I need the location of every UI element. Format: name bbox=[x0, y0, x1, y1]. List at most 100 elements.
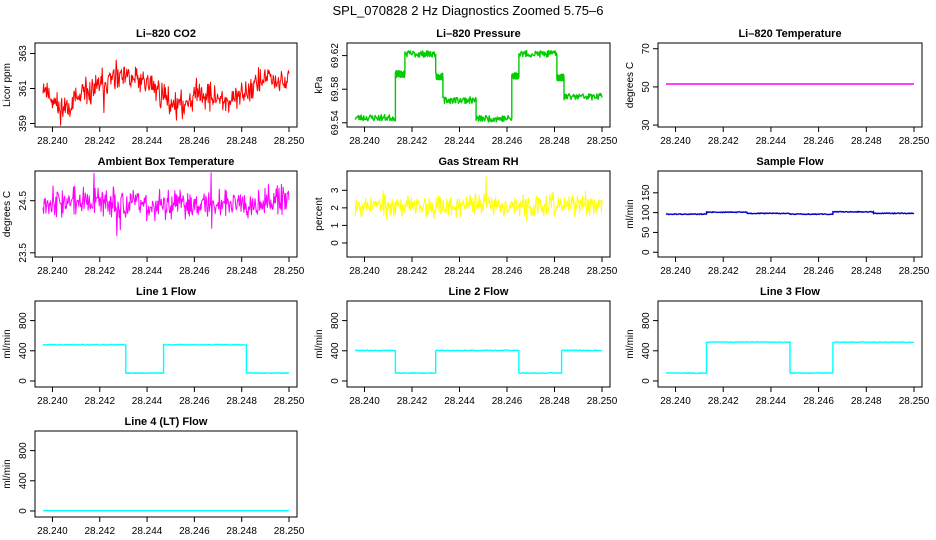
y-tick-label: 1 bbox=[330, 222, 341, 228]
x-tick-label: 28.250 bbox=[899, 266, 930, 277]
y-tick-label: 400 bbox=[18, 472, 29, 489]
x-tick-label: 28.240 bbox=[349, 396, 380, 407]
x-tick-label: 28.244 bbox=[132, 396, 163, 407]
series-line bbox=[42, 343, 290, 375]
x-tick-label: 28.240 bbox=[349, 136, 380, 147]
panel-4: Ambient Box Temperature degrees C 28.240 28… bbox=[2, 156, 305, 277]
panel-title: Li–820 Temperature bbox=[738, 28, 841, 40]
y-tick-label: 100 bbox=[641, 204, 652, 221]
panel-6: Sample Flow ml/min 28.240 28.242 28.244 28.24… bbox=[625, 156, 930, 277]
x-tick-label: 28.250 bbox=[274, 266, 305, 277]
x-tick-label: 28.244 bbox=[132, 266, 163, 277]
y-axis-label: ml/min bbox=[2, 459, 13, 488]
x-tick-label: 28.240 bbox=[37, 526, 68, 537]
x-tick-label: 28.240 bbox=[349, 266, 380, 277]
x-tick-label: 28.246 bbox=[492, 136, 523, 147]
y-tick-label: 800 bbox=[641, 312, 652, 329]
series-line bbox=[354, 176, 603, 222]
plot-frame bbox=[34, 430, 298, 518]
y-tick-label: 3 bbox=[330, 187, 341, 193]
series-line bbox=[42, 172, 290, 237]
panel-title: Line 1 Flow bbox=[136, 286, 196, 298]
x-tick-label: 28.242 bbox=[397, 266, 428, 277]
x-tick-label: 28.244 bbox=[444, 396, 475, 407]
series-line bbox=[665, 341, 914, 375]
series-line bbox=[354, 349, 603, 375]
y-tick-label: 400 bbox=[330, 342, 341, 359]
x-tick-label: 28.244 bbox=[756, 266, 787, 277]
y-tick-label: 69.58 bbox=[330, 76, 341, 101]
x-tick-label: 28.240 bbox=[37, 136, 68, 147]
x-tick-label: 28.242 bbox=[708, 136, 739, 147]
y-tick-label: 0 bbox=[330, 378, 341, 384]
y-axis-label: percent bbox=[314, 197, 325, 231]
x-tick-label: 28.242 bbox=[708, 266, 739, 277]
x-tick-label: 28.248 bbox=[226, 136, 257, 147]
panel-title: Gas Stream RH bbox=[438, 156, 518, 168]
y-tick-label: 359 bbox=[18, 115, 29, 132]
plot-frame bbox=[657, 170, 923, 258]
x-tick-label: 28.242 bbox=[708, 396, 739, 407]
y-tick-label: 800 bbox=[330, 312, 341, 329]
x-tick-label: 28.246 bbox=[179, 266, 210, 277]
y-tick-label: 30 bbox=[641, 119, 652, 131]
panel-2: Li–820 Pressure kPa 28.240 28.242 28.244 28.2… bbox=[314, 28, 618, 147]
y-axis-label: degrees C bbox=[625, 62, 636, 108]
x-tick-label: 28.242 bbox=[84, 396, 115, 407]
figure-title: SPL_070828 2 Hz Diagnostics Zoomed 5.75–… bbox=[332, 3, 603, 18]
y-tick-label: 0 bbox=[641, 378, 652, 384]
panel-title: Line 2 Flow bbox=[449, 286, 509, 298]
x-tick-label: 28.244 bbox=[444, 266, 475, 277]
panel-title: Li–820 CO2 bbox=[136, 28, 196, 40]
x-tick-label: 28.242 bbox=[84, 526, 115, 537]
x-tick-label: 28.246 bbox=[179, 136, 210, 147]
x-tick-label: 28.240 bbox=[660, 136, 691, 147]
y-axis-label: Licor ppm bbox=[2, 63, 13, 107]
y-tick-label: 0 bbox=[18, 508, 29, 514]
x-tick-label: 28.246 bbox=[803, 266, 834, 277]
x-tick-label: 28.250 bbox=[274, 526, 305, 537]
x-tick-label: 28.242 bbox=[397, 396, 428, 407]
plot-frame bbox=[346, 42, 611, 128]
x-tick-label: 28.246 bbox=[179, 396, 210, 407]
y-tick-label: 0 bbox=[18, 378, 29, 384]
panel-title: Line 4 (LT) Flow bbox=[125, 416, 208, 428]
x-tick-label: 28.250 bbox=[274, 396, 305, 407]
y-axis-label: ml/min bbox=[314, 329, 325, 358]
panel-1: Li–820 CO2 Licor ppm 28.240 28.242 28.244 28.… bbox=[2, 28, 305, 147]
y-tick-label: 69.62 bbox=[330, 43, 341, 68]
x-tick-label: 28.240 bbox=[660, 266, 691, 277]
panel-10: Line 4 (LT) Flow ml/min 28.240 28.242 28.244… bbox=[2, 416, 305, 537]
panel-9: Line 3 Flow ml/min 28.240 28.242 28.244 28.24… bbox=[625, 286, 930, 407]
y-tick-label: 70 bbox=[641, 43, 652, 55]
x-tick-label: 28.244 bbox=[756, 396, 787, 407]
x-tick-label: 28.242 bbox=[397, 136, 428, 147]
x-tick-label: 28.244 bbox=[132, 136, 163, 147]
x-tick-label: 28.250 bbox=[899, 136, 930, 147]
y-tick-label: 400 bbox=[18, 342, 29, 359]
x-tick-label: 28.250 bbox=[587, 396, 618, 407]
y-tick-label: 800 bbox=[18, 312, 29, 329]
y-axis-label: kPa bbox=[314, 76, 325, 94]
x-tick-label: 28.246 bbox=[803, 136, 834, 147]
plot-frame bbox=[657, 300, 923, 388]
panel-grid: Li–820 CO2 Licor ppm 28.240 28.242 28.244 28.… bbox=[2, 28, 930, 537]
x-tick-label: 28.248 bbox=[226, 526, 257, 537]
x-tick-label: 28.248 bbox=[851, 396, 882, 407]
x-tick-label: 28.248 bbox=[539, 136, 570, 147]
x-tick-label: 28.242 bbox=[84, 266, 115, 277]
y-axis-label: degrees C bbox=[2, 191, 13, 237]
x-tick-label: 28.244 bbox=[444, 136, 475, 147]
plot-frame bbox=[34, 42, 298, 128]
x-tick-label: 28.240 bbox=[37, 266, 68, 277]
y-tick-label: 363 bbox=[18, 45, 29, 62]
x-tick-label: 28.240 bbox=[37, 396, 68, 407]
series-line bbox=[42, 59, 290, 126]
x-tick-label: 28.250 bbox=[899, 396, 930, 407]
y-tick-label: 800 bbox=[18, 442, 29, 459]
y-tick-label: 400 bbox=[641, 342, 652, 359]
x-tick-label: 28.246 bbox=[492, 266, 523, 277]
series-line bbox=[665, 210, 915, 216]
x-tick-label: 28.242 bbox=[84, 136, 115, 147]
